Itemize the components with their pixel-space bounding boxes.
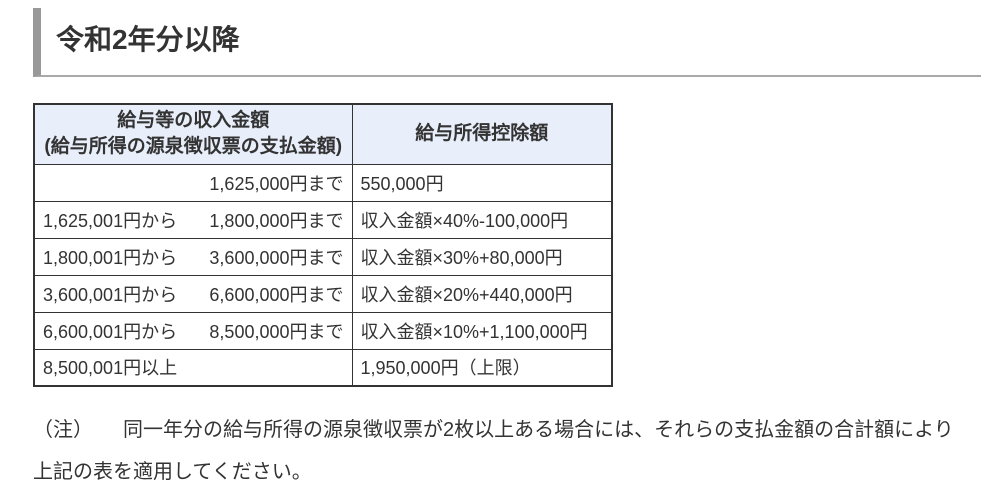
deduction-header-cell: 給与所得控除額 — [351, 103, 613, 165]
table-row: 6,600,001円から 8,500,000円まで 収入金額×10%+1,100… — [33, 311, 613, 350]
income-range-cell: 1,800,001円から 3,600,000円まで — [33, 237, 353, 276]
income-header-line1: 給与等の収入金額 — [117, 110, 270, 132]
deduction-cell: 収入金額×20%+440,000円 — [351, 274, 613, 313]
salary-deduction-table: 給与等の収入金額 (給与所得の源泉徴収票の支払金額) 給与所得控除額 1,625… — [33, 103, 613, 387]
deduction-cell: 収入金額×40%-100,000円 — [351, 200, 613, 239]
income-range-cell: 3,600,001円から 6,600,000円まで — [33, 274, 353, 313]
table-row: 3,600,001円から 6,600,000円まで 収入金額×20%+440,0… — [33, 274, 613, 313]
deduction-cell: 550,000円 — [351, 163, 613, 202]
note-line-2: 上記の表を適用してください。 — [33, 461, 312, 483]
note: （注） 同一年分の給与所得の源泉徴収票が2枚以上ある場合には、それらの支払金額の… — [33, 409, 993, 493]
income-range-cell: 6,600,001円から 8,500,000円まで — [33, 311, 353, 350]
income-range-cell: 8,500,001円以上 — [33, 348, 353, 387]
deduction-cell: 収入金額×30%+80,000円 — [351, 237, 613, 276]
deduction-cell: 1,950,000円（上限） — [351, 348, 613, 387]
table-row: 8,500,001円以上 1,950,000円（上限） — [33, 348, 613, 387]
table-row: 1,625,001円から 1,800,000円まで 収入金額×40%-100,0… — [33, 200, 613, 239]
income-from: 1,625,001円から — [43, 210, 178, 231]
income-to: 8,500,000円まで — [209, 321, 344, 342]
table-row: 1,800,001円から 3,600,000円まで 収入金額×30%+80,00… — [33, 237, 613, 276]
income-to: 3,600,000円まで — [209, 247, 344, 268]
income-to: 1,800,000円まで — [209, 210, 344, 231]
deduction-cell: 収入金額×10%+1,100,000円 — [351, 311, 613, 350]
note-line-1: （注） 同一年分の給与所得の源泉徴収票が2枚以上ある場合には、それらの支払金額の… — [33, 419, 954, 441]
table-header-row: 給与等の収入金額 (給与所得の源泉徴収票の支払金額) 給与所得控除額 — [33, 103, 613, 165]
income-range-cell: 1,625,000円まで — [33, 163, 353, 202]
income-from: 1,800,001円から — [43, 247, 178, 268]
section-heading: 令和2年分以降 — [33, 8, 981, 77]
page: 令和2年分以降 給与等の収入金額 (給与所得の源泉徴収票の支払金額) 給与所得控… — [0, 8, 1002, 493]
income-to: 1,625,000円まで — [209, 173, 344, 194]
income-header-cell: 給与等の収入金額 (給与所得の源泉徴収票の支払金額) — [33, 103, 353, 165]
table-row: 1,625,000円まで 550,000円 — [33, 163, 613, 202]
income-from: 6,600,001円から — [43, 321, 178, 342]
income-range-cell: 1,625,001円から 1,800,000円まで — [33, 200, 353, 239]
income-from: 3,600,001円から — [43, 284, 178, 305]
income-from: 8,500,001円以上 — [43, 358, 178, 379]
income-to: 6,600,000円まで — [209, 284, 344, 305]
income-header-line2: (給与所得の源泉徴収票の支払金額) — [44, 136, 343, 158]
section-heading-text: 令和2年分以降 — [56, 24, 240, 55]
